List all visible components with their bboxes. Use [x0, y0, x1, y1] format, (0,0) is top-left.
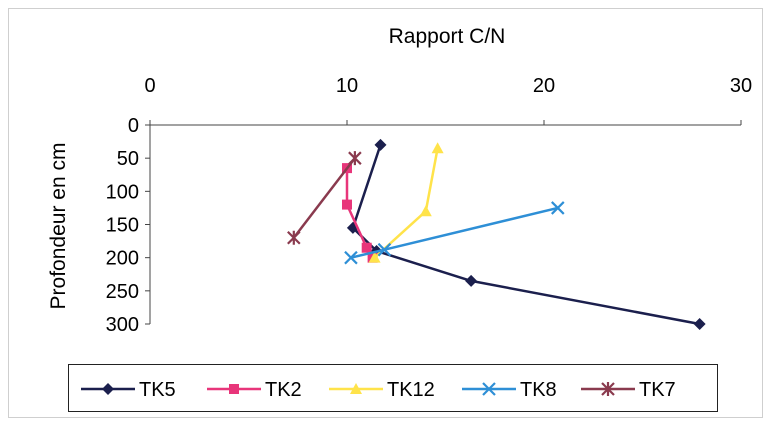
series-tk12 [368, 142, 444, 263]
y-tick-label: 100 [106, 181, 139, 203]
data-point-tk2 [342, 199, 352, 210]
x-tick-label: 10 [336, 75, 358, 97]
series-tk7 [287, 151, 362, 245]
series-line-tk5 [351, 144, 700, 326]
series-line-tk12 [373, 147, 439, 259]
series-line-tk8 [350, 206, 559, 259]
legend-label-tk12: TK12 [387, 379, 435, 401]
legend-item-tk12: TK12 [329, 379, 435, 401]
legend-label-tk5: TK5 [139, 379, 176, 401]
x-tick-label: 30 [730, 75, 752, 97]
x-tick-label: 0 [144, 75, 155, 97]
legend-item-tk5: TK5 [81, 379, 176, 401]
data-point-tk8 [344, 250, 358, 265]
data-point-tk2 [361, 242, 372, 253]
data-point-tk12 [368, 251, 381, 263]
legend: TK5 TK2 TK12 TK8 TK7 [68, 364, 718, 412]
data-point-tk5 [465, 274, 478, 287]
data-point-tk8 [551, 201, 565, 215]
legend-marker-tk5 [102, 383, 114, 395]
legend-marker-tk7 [601, 382, 615, 396]
data-point-tk12 [419, 205, 432, 217]
y-tick-label: 250 [106, 281, 139, 303]
chart-title: Rapport C/N [389, 25, 506, 48]
legend-marker-tk8 [482, 382, 496, 396]
y-tick-label: 50 [117, 148, 139, 170]
data-point-tk12 [431, 142, 444, 154]
legend-label-tk8: TK8 [520, 379, 557, 401]
data-point-tk7 [348, 151, 362, 166]
legend-item-tk2: TK2 [207, 379, 302, 401]
legend-label-tk2: TK2 [265, 379, 302, 401]
series-tk8 [344, 201, 565, 265]
y-tick-label: 0 [128, 115, 139, 137]
plot-area [287, 138, 706, 330]
y-tick-label: 200 [106, 248, 139, 270]
series-line-tk7 [292, 157, 356, 239]
x-axis: 0 10 20 30 [144, 75, 752, 126]
legend-marker-tk2 [229, 384, 239, 394]
y-tick-label: 300 [106, 314, 139, 336]
legend-canvas: TK5 TK2 TK12 TK8 TK7 [81, 379, 676, 401]
data-point-tk5 [374, 138, 387, 151]
legend-marker-tk12 [350, 383, 362, 394]
data-point-tk8 [377, 242, 392, 257]
legend-label-tk7: TK7 [639, 379, 676, 401]
chart-frame [8, 8, 763, 418]
data-point-tk5 [693, 318, 706, 330]
y-axis-label: Profondeur en cm [47, 143, 70, 310]
legend-item-tk7: TK7 [581, 379, 676, 401]
data-point-tk7 [287, 230, 301, 245]
y-tick-label: 150 [106, 215, 139, 237]
x-tick-label: 20 [533, 75, 555, 97]
legend-item-tk8: TK8 [462, 379, 557, 401]
y-axis: 0 50 100 150 200 250 300 [106, 115, 151, 336]
